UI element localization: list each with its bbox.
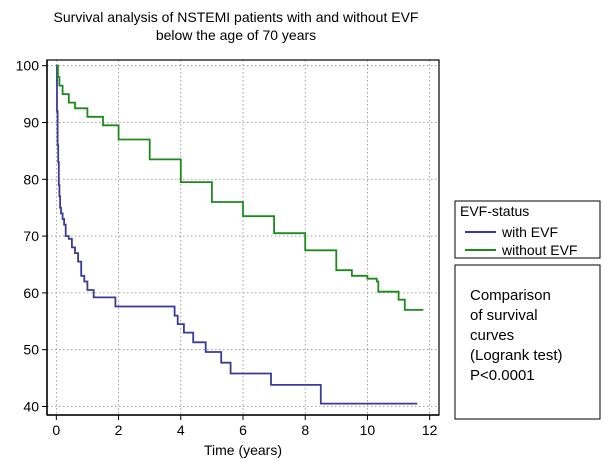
annotation-line-1: Comparison [470,287,551,304]
legend-label-without-evf: without EVF [501,242,577,258]
series-line-with-evf [56,64,418,405]
series-line-without-evf [56,64,424,311]
logrank-annotation: Comparison of survival curves (Logrank t… [454,264,601,420]
legend-title: EVF-status [460,203,529,219]
x-tick-label: 2 [115,422,123,438]
grid [47,60,439,415]
x-axis-label: Time (years) [204,442,282,458]
annotation-line-5: P<0.0001 [470,367,535,384]
annotation-line-3: curves [470,327,514,344]
y-tick-label: 80 [23,171,39,187]
series-lines [56,64,424,405]
legend-label-with-evf: with EVF [501,224,558,240]
x-tick-label: 4 [177,422,185,438]
x-tick-label: 8 [301,422,309,438]
legend: EVF-status with EVF without EVF [454,200,601,259]
x-tick-label: 12 [422,422,438,438]
y-tick-label: 100 [16,58,40,74]
chart-subtitle: below the age of 70 years [156,27,316,43]
chart-title: Survival analysis of NSTEMI patients wit… [54,9,419,25]
x-tick-label: 0 [52,422,60,438]
y-tick-label: 70 [23,228,39,244]
y-ticks: 40 50 60 70 80 90 100 [16,58,47,414]
y-tick-label: 90 [23,114,39,130]
legend-box [454,200,601,259]
x-tick-label: 10 [360,422,376,438]
x-tick-label: 6 [239,422,247,438]
x-ticks: 0 2 4 6 8 10 12 [52,415,438,438]
y-tick-label: 60 [23,285,39,301]
annotation-line-2: of survival [470,307,538,324]
annotation-box [454,264,601,420]
annotation-line-4: (Logrank test) [470,347,563,364]
y-tick-label: 40 [23,398,39,414]
y-tick-label: 50 [23,342,39,358]
